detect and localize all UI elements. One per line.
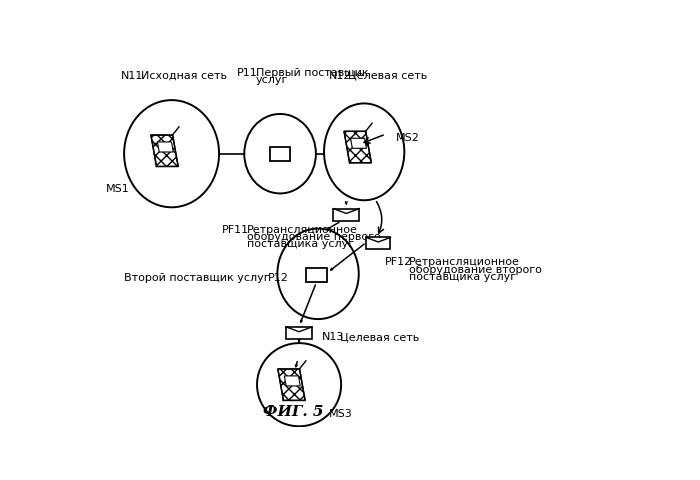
Bar <box>366 238 391 249</box>
Ellipse shape <box>324 103 405 200</box>
Text: Ретрансляционное: Ретрансляционное <box>409 257 519 267</box>
Text: N11: N11 <box>121 71 144 81</box>
Text: ФИГ. 5: ФИГ. 5 <box>263 405 324 419</box>
Text: поставщика услуг: поставщика услуг <box>247 240 354 250</box>
Text: N12: N12 <box>329 71 351 81</box>
Polygon shape <box>278 369 305 400</box>
Polygon shape <box>351 138 366 148</box>
Text: оборудование первого: оборудование первого <box>247 232 381 242</box>
Polygon shape <box>344 132 371 163</box>
Polygon shape <box>278 369 305 400</box>
Ellipse shape <box>277 228 358 319</box>
Bar <box>270 147 290 161</box>
Text: MS3: MS3 <box>329 409 353 420</box>
Text: Второй поставщик услуг: Второй поставщик услуг <box>125 273 270 283</box>
Text: MS2: MS2 <box>395 133 419 144</box>
Text: N13: N13 <box>322 332 344 342</box>
Polygon shape <box>284 376 300 386</box>
Polygon shape <box>344 132 371 163</box>
Polygon shape <box>151 135 178 167</box>
Bar <box>333 209 359 221</box>
Bar <box>286 327 312 339</box>
Bar <box>306 268 327 282</box>
Polygon shape <box>151 135 178 167</box>
Text: поставщика услуг: поставщика услуг <box>409 272 516 282</box>
Ellipse shape <box>124 100 219 207</box>
Ellipse shape <box>244 114 316 193</box>
Text: Целевая сеть: Целевая сеть <box>340 332 419 342</box>
Text: P11: P11 <box>237 68 258 78</box>
Text: услуг: услуг <box>256 75 288 85</box>
Text: P12: P12 <box>267 273 288 283</box>
Text: PF12: PF12 <box>385 257 412 267</box>
Text: Целевая сеть: Целевая сеть <box>348 71 427 81</box>
Text: Первый поставщик: Первый поставщик <box>256 68 368 78</box>
Text: Исходная сеть: Исходная сеть <box>141 71 227 81</box>
Text: PF11: PF11 <box>222 225 249 235</box>
Text: оборудование второго: оборудование второго <box>409 264 542 275</box>
Ellipse shape <box>257 343 341 426</box>
Text: Ретрансляционное: Ретрансляционное <box>247 225 358 235</box>
Polygon shape <box>158 142 174 152</box>
Text: MS1: MS1 <box>106 184 130 194</box>
